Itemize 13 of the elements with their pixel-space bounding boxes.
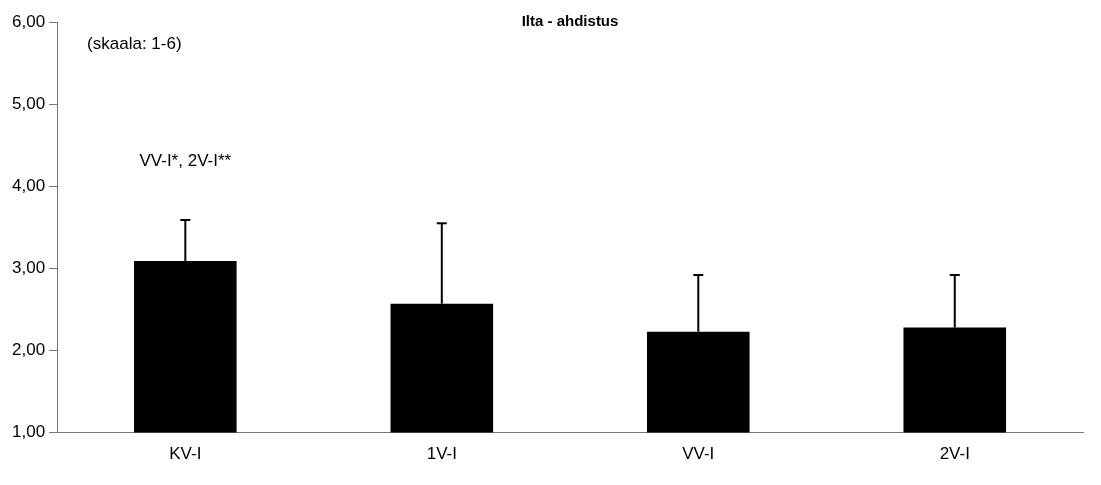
x-tick-label: 1V-I	[426, 444, 457, 464]
x-tick-label: VV-I	[682, 444, 715, 464]
annotation: VV-I*, 2V-I**	[139, 151, 232, 171]
y-tick-label: 1,00	[11, 422, 46, 442]
chart-title: Ilta - ahdistus	[521, 12, 619, 30]
y-tick-label: 6,00	[11, 11, 46, 31]
annotation: (skaala: 1-6)	[87, 33, 182, 53]
y-tick-label: 3,00	[11, 258, 46, 278]
y-tick-label: 5,00	[11, 93, 46, 113]
y-tick-label: 2,00	[11, 340, 46, 360]
x-tick-label: KV-I	[169, 444, 202, 464]
x-tick-label: 2V-I	[939, 444, 970, 464]
y-tick-label: 4,00	[11, 176, 46, 196]
